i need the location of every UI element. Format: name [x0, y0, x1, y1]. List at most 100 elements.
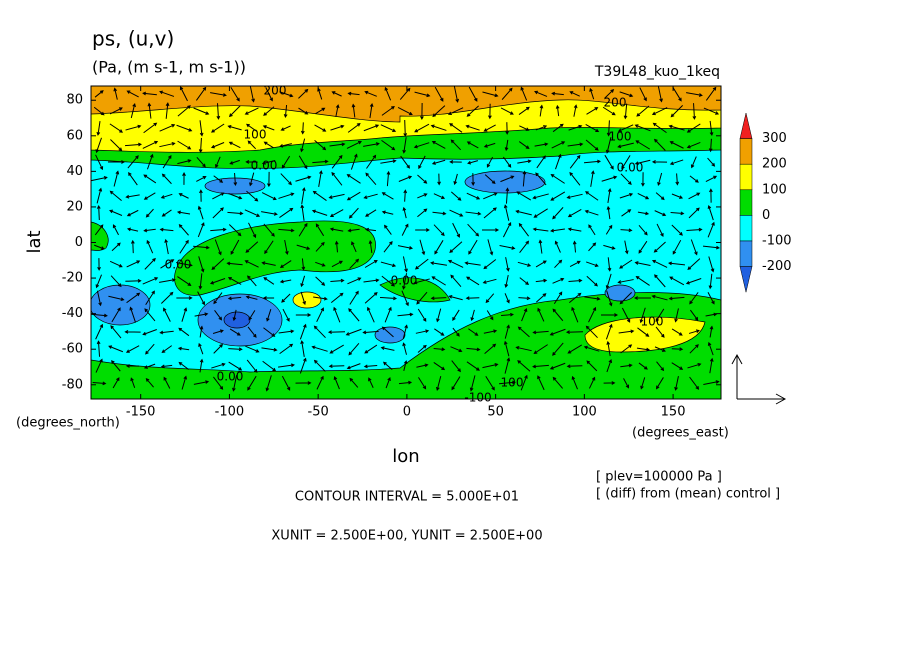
wind-arrow: [466, 347, 481, 352]
wind-arrow: [605, 273, 612, 290]
wind-arrow: [279, 143, 292, 148]
contour-label: 0.00: [217, 370, 244, 384]
contour-labels: 200 200 100 100 0.00 0.00 0.00 0.00 0.00 100 100 -1…: [165, 84, 664, 405]
x-unit-label: (degrees_east): [632, 426, 729, 441]
wind-arrow: [533, 208, 548, 218]
wind-arrow: [263, 327, 276, 337]
wind-arrow: [159, 278, 176, 283]
wind-arrow: [601, 175, 618, 182]
wind-arrow: [228, 105, 241, 118]
wind-arrow: [226, 261, 243, 266]
wind-arrow: [401, 223, 409, 236]
wind-arrow: [686, 227, 703, 232]
y-tick-label: 80: [66, 93, 83, 108]
wind-arrow: [606, 205, 611, 220]
wind-arrow: [397, 245, 414, 250]
wind-arrow: [161, 345, 173, 354]
wind-arrow: [228, 347, 243, 352]
wind-arrow: [449, 160, 462, 164]
wind-arrow: [331, 91, 342, 97]
wind-arrow: [518, 106, 530, 115]
wind-arrow: [364, 292, 378, 304]
colorbar-label: 100: [762, 182, 787, 197]
wind-arrow: [620, 363, 633, 368]
wind-arrow: [431, 141, 446, 149]
wind-arrow: [160, 291, 174, 304]
wind-arrow: [418, 155, 426, 170]
wind-arrow: [233, 172, 238, 187]
wind-arrow: [588, 242, 597, 252]
wind-arrow: [533, 344, 548, 354]
wind-arrow: [181, 375, 188, 390]
wind-arrow: [636, 105, 650, 117]
wind-arrow: [620, 173, 632, 185]
contour-label: 0.00: [617, 161, 644, 175]
wind-arrow: [383, 240, 393, 253]
wind-arrow: [499, 245, 516, 250]
wind-arrow: [144, 257, 156, 270]
colorbar-label: -200: [762, 259, 792, 274]
wind-arrow: [470, 309, 475, 322]
wind-arrow: [247, 140, 257, 150]
wind-arrow: [465, 296, 480, 301]
wind-arrow: [284, 239, 289, 255]
wind-arrow: [604, 89, 615, 99]
wind-arrow: [110, 325, 122, 339]
wind-arrow: [295, 381, 312, 385]
wind-arrow: [471, 173, 475, 186]
wind-arrow: [500, 175, 515, 183]
wind-arrow: [159, 90, 175, 97]
wind-arrow: [651, 160, 668, 164]
wind-arrow: [96, 187, 103, 204]
wind-arrow: [379, 296, 398, 301]
wind-arrow: [143, 228, 156, 233]
wind-arrow: [176, 124, 193, 132]
wind-arrow: [653, 241, 666, 253]
wind-arrow: [637, 211, 650, 216]
colorbar-segment: [739, 189, 753, 216]
wind-arrow: [690, 239, 698, 256]
wind-arrow: [707, 157, 716, 167]
wind-arrow: [687, 258, 701, 271]
wind-arrow: [449, 123, 463, 133]
chart-title: ps, (u,v): [92, 27, 174, 51]
wind-arrow: [483, 259, 497, 270]
chart-units: (Pa, (m s-1, m s-1)): [92, 58, 246, 77]
wind-arrow: [702, 245, 720, 250]
wind-arrow: [263, 277, 275, 285]
wind-arrow: [485, 375, 495, 391]
wind-arrow: [314, 124, 327, 132]
wind-arrow: [585, 191, 599, 201]
wind-arrow: [301, 258, 306, 271]
wind-arrow: [536, 293, 547, 303]
wind-arrow: [295, 313, 312, 317]
wind-arrow: [330, 278, 345, 283]
wind-arrow: [364, 90, 377, 97]
wind-arrow: [687, 362, 702, 369]
wind-arrow: [300, 340, 305, 357]
wind-arrow: [159, 227, 174, 232]
wind-arrow: [318, 170, 323, 187]
fill-green-south: [91, 292, 721, 399]
wind-arrow: [584, 209, 599, 216]
wind-arrow: [362, 330, 379, 335]
wind-arrow: [516, 191, 532, 201]
wind-arrow: [177, 140, 192, 150]
wind-arrow: [484, 174, 496, 185]
wind-arrow: [381, 326, 394, 338]
wind-arrow: [568, 278, 583, 283]
wind-arrow: [313, 325, 326, 339]
y-tick-label: -20: [62, 271, 83, 286]
wind-arrow: [227, 277, 242, 285]
wind-arrow: [264, 240, 274, 255]
wind-arrow: [109, 123, 123, 133]
wind-arrow: [161, 173, 172, 185]
wind-arrow: [311, 345, 328, 352]
wind-arrow: [214, 309, 223, 321]
fill-green-west: [91, 221, 109, 251]
wind-arrow: [620, 228, 633, 233]
wind-arrow: [298, 155, 308, 170]
wind-arrow: [652, 122, 667, 134]
wind-arrow: [552, 376, 564, 389]
wind-arrow: [606, 120, 611, 137]
